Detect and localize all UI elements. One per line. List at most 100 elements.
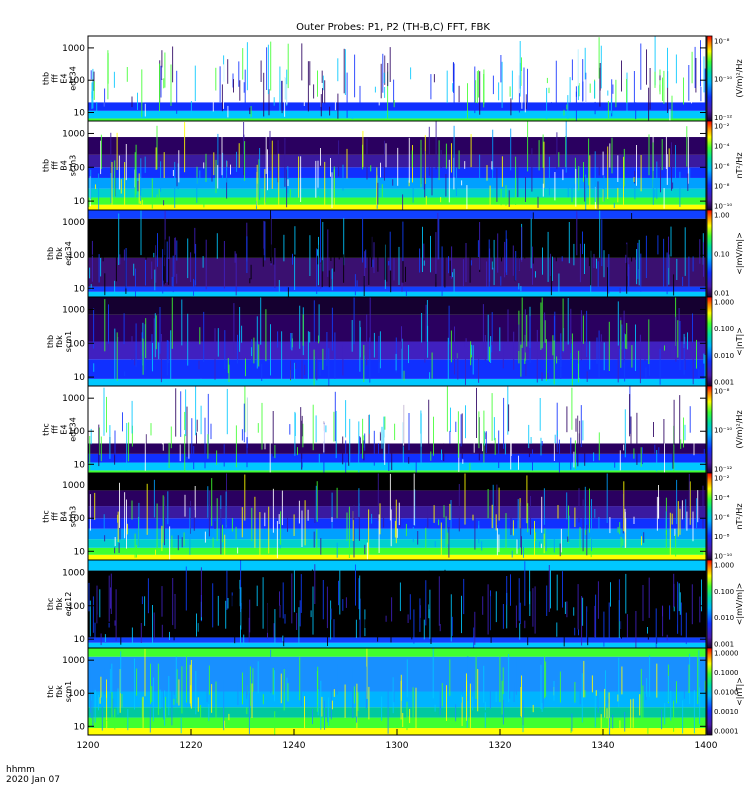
panel-thc-fbk-scm1: thc fbk scm11010010000.00010.00100.01000.1… (46, 647, 744, 736)
spectrogram-streak (246, 437, 248, 468)
y-tick-label: 1000 (62, 44, 85, 54)
spectrogram-streak (254, 598, 256, 618)
spectrogram-streak (398, 502, 400, 526)
spectrogram-streak (117, 336, 119, 359)
spectrogram-streak (356, 683, 358, 733)
spectrogram-streak (371, 222, 373, 267)
spectrogram-streak (248, 692, 250, 734)
spectrogram-streak (591, 499, 592, 552)
spectrogram-streak (114, 620, 116, 626)
spectrogram-streak (518, 324, 520, 351)
spectrogram-streak (317, 160, 319, 188)
spectrogram-streak (665, 511, 667, 531)
spectrogram-streak (680, 602, 682, 636)
spectrogram-streak (344, 684, 346, 718)
spectrogram-streak (448, 159, 450, 203)
spectrogram-streak (482, 304, 484, 355)
spectrogram-streak (407, 614, 409, 623)
spectrogram-streak (679, 592, 681, 615)
spectrogram-streak (453, 268, 455, 293)
colorbar-tick-label: 10⁻⁸ (714, 183, 730, 191)
spectrogram-streak (574, 440, 576, 470)
spectrogram-streak (509, 665, 511, 699)
spectrogram-streak (90, 428, 92, 445)
spectrogram-streak (586, 310, 588, 358)
panel-thb-fbk-scm1: thb fbk scm11010010000.0010.0100.1001.000<… (46, 296, 744, 387)
spectrogram-streak (184, 411, 186, 431)
spectrogram-streak (560, 333, 562, 379)
spectrogram-streak (278, 280, 280, 294)
panel-label-line: thc (42, 510, 51, 523)
spectrogram-streak (226, 170, 228, 199)
spectrogram-streak (555, 60, 557, 106)
spectrogram-streak (574, 627, 576, 636)
spectrogram-streak (633, 71, 635, 106)
spectrogram-streak (667, 47, 668, 88)
spectrogram-streak (552, 335, 554, 356)
spectrogram-streak (406, 701, 408, 731)
spectrogram-band (88, 102, 706, 111)
spectrogram-streak (611, 79, 613, 117)
spectrogram-streak (265, 124, 267, 174)
spectrogram-streak (474, 611, 476, 645)
spectrogram-streak (108, 622, 110, 628)
spectrogram-streak (110, 573, 112, 614)
spectrogram-streak (417, 531, 419, 545)
spectrogram-streak (234, 611, 236, 644)
spectrogram-streak (144, 596, 146, 626)
spectrogram-streak (578, 488, 580, 523)
colorbar-tick-label: 0.010 (714, 352, 734, 360)
spectrogram-streak (240, 560, 242, 612)
spectrogram-streak (301, 360, 303, 379)
spectrogram-streak (635, 611, 637, 648)
spectrogram-streak (222, 524, 223, 543)
spectrogram-streak (246, 236, 248, 273)
spectrogram-streak (300, 407, 302, 451)
spectrogram-streak (518, 455, 519, 470)
spectrogram-streak (90, 284, 92, 290)
spectrogram-streak (663, 188, 665, 209)
spectrogram-streak (489, 690, 491, 709)
spectrogram-streak (331, 517, 333, 522)
spectrogram-streak (540, 302, 542, 350)
spectrogram-streak (639, 694, 641, 716)
spectrogram-streak (150, 423, 152, 436)
spectrogram-streak (445, 143, 447, 169)
spectrogram-streak (227, 358, 229, 374)
spectrogram-streak (156, 503, 158, 555)
spectrogram-streak (200, 405, 202, 435)
spectrogram-streak (673, 399, 675, 445)
spectrogram-streak (470, 260, 472, 266)
spectrogram-streak (317, 688, 319, 716)
spectrogram-streak (541, 496, 543, 533)
spectrogram-streak (161, 525, 163, 552)
spectrogram-streak (316, 670, 318, 712)
spectrogram-streak (121, 693, 123, 708)
spectrogram-streak (542, 134, 544, 168)
spectrogram-band (88, 167, 706, 178)
spectrogram-streak (262, 248, 264, 267)
spectrogram-streak (671, 142, 672, 191)
spectrogram-streak (648, 319, 650, 365)
spectrogram-streak (257, 661, 259, 694)
spectrogram-streak (425, 580, 427, 626)
spectrogram-streak (500, 55, 502, 83)
colorbar-tick-label: 10⁻⁴ (714, 142, 730, 150)
spectrogram-streak (302, 423, 304, 448)
spectrogram-streak (508, 654, 510, 703)
spectrogram-streak (532, 704, 534, 713)
spectrogram-streak (409, 594, 411, 620)
spectrogram-streak (239, 579, 241, 607)
spectrogram-streak (168, 676, 170, 716)
spectrogram-streak (573, 451, 575, 468)
spectrogram-streak (474, 512, 476, 550)
spectrogram-streak (687, 173, 689, 191)
spectrogram-streak (413, 423, 415, 438)
spectrogram-streak (607, 267, 608, 297)
spectrogram-streak (688, 473, 690, 519)
spectrogram-streak (447, 337, 449, 384)
spectrogram-streak (274, 711, 276, 735)
spectrogram-streak (688, 664, 690, 693)
spectrogram-streak (379, 431, 381, 441)
spectrogram-streak (490, 596, 492, 643)
